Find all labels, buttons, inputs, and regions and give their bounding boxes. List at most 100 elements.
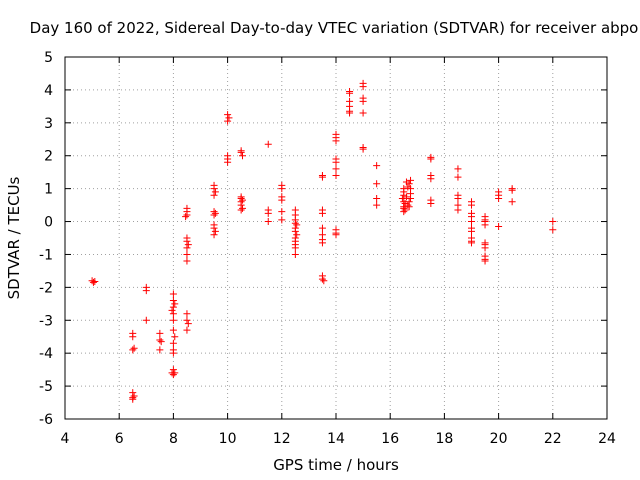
- data-point: [454, 206, 462, 214]
- data-point: [168, 369, 176, 377]
- x-tick-label: 16: [381, 431, 399, 447]
- data-point: [468, 239, 475, 247]
- data-point: [183, 310, 191, 318]
- data-point: [373, 180, 381, 188]
- x-tick-label: 12: [273, 431, 291, 447]
- x-tick-label: 10: [219, 431, 237, 447]
- data-point: [332, 158, 340, 166]
- data-point: [142, 287, 150, 295]
- data-point: [320, 277, 328, 285]
- data-point: [129, 346, 137, 354]
- data-point: [332, 137, 340, 145]
- data-point: [454, 195, 462, 203]
- data-point: [293, 231, 301, 239]
- data-point: [291, 244, 299, 252]
- data-point: [225, 114, 233, 122]
- data-point: [171, 333, 179, 341]
- data-point: [402, 193, 410, 201]
- chart-title: Day 160 of 2022, Sidereal Day-to-day VTE…: [30, 19, 639, 37]
- data-point: [332, 165, 340, 173]
- data-point: [184, 241, 192, 249]
- data-point: [495, 195, 503, 203]
- data-point: [346, 89, 354, 97]
- x-axis-label: GPS time / hours: [273, 456, 399, 474]
- data-point: [318, 173, 326, 181]
- data-point: [210, 231, 218, 239]
- data-point: [373, 162, 381, 170]
- data-point: [454, 173, 462, 181]
- data-point: [184, 320, 192, 328]
- data-point: [407, 176, 415, 184]
- y-tick-label: -2: [39, 280, 53, 296]
- y-tick-label: 3: [44, 116, 53, 132]
- data-point: [359, 97, 367, 105]
- data-point: [129, 333, 137, 341]
- data-point: [278, 185, 286, 193]
- data-point: [278, 196, 286, 204]
- y-tick-label: 0: [44, 215, 53, 231]
- y-tick-label: 2: [44, 149, 53, 165]
- data-point: [224, 111, 232, 119]
- y-tick-label: -6: [39, 412, 53, 428]
- data-point: [481, 244, 489, 252]
- data-point: [400, 208, 408, 216]
- data-point: [549, 218, 557, 226]
- data-point: [398, 195, 406, 203]
- data-point: [169, 371, 177, 379]
- data-point: [169, 310, 177, 318]
- data-point: [264, 218, 272, 226]
- data-point: [156, 329, 164, 337]
- data-point: [359, 145, 367, 153]
- data-point: [182, 213, 190, 221]
- data-point: [156, 346, 164, 354]
- data-point: [373, 195, 381, 203]
- data-point: [130, 392, 138, 400]
- data-point: [239, 196, 247, 204]
- data-point: [211, 227, 219, 235]
- data-point: [346, 109, 354, 117]
- data-point: [318, 224, 326, 232]
- data-point: [183, 326, 191, 334]
- data-point: [318, 239, 326, 247]
- y-tick-label: 5: [44, 50, 53, 66]
- data-point: [404, 201, 412, 209]
- data-point: [210, 211, 218, 219]
- data-point: [211, 209, 219, 217]
- data-point: [495, 222, 503, 230]
- data-point: [278, 208, 286, 216]
- data-point: [183, 211, 191, 219]
- data-point: [359, 83, 367, 91]
- data-point: [156, 336, 164, 344]
- data-point: [454, 165, 462, 173]
- data-point: [239, 152, 247, 160]
- data-point: [91, 277, 99, 285]
- data-point: [169, 349, 177, 357]
- data-point: [169, 290, 177, 298]
- data-point: [169, 297, 177, 305]
- data-point: [157, 338, 165, 346]
- data-point: [373, 201, 381, 209]
- y-tick-label: -1: [39, 247, 53, 263]
- x-tick-label: 22: [544, 431, 562, 447]
- data-point: [549, 226, 557, 234]
- data-point: [169, 303, 177, 311]
- data-point: [318, 209, 326, 217]
- data-point: [264, 209, 272, 217]
- data-point: [142, 316, 150, 324]
- data-point: [237, 148, 245, 156]
- data-point: [508, 186, 516, 194]
- data-point: [359, 109, 367, 117]
- y-tick-labels: 5 4 3 2 1 0 -1 -2 -3 -4 -5 -6: [39, 50, 53, 428]
- data-point: [405, 203, 413, 211]
- data-point: [293, 221, 301, 229]
- y-tick-label: -4: [39, 346, 53, 362]
- data-point: [183, 244, 191, 252]
- data-point: [278, 216, 286, 224]
- data-point: [129, 395, 137, 403]
- data-point: [427, 155, 435, 163]
- data-point: [468, 227, 475, 235]
- x-tick-label: 18: [435, 431, 453, 447]
- data-point: [332, 231, 340, 239]
- data-point: [318, 275, 326, 283]
